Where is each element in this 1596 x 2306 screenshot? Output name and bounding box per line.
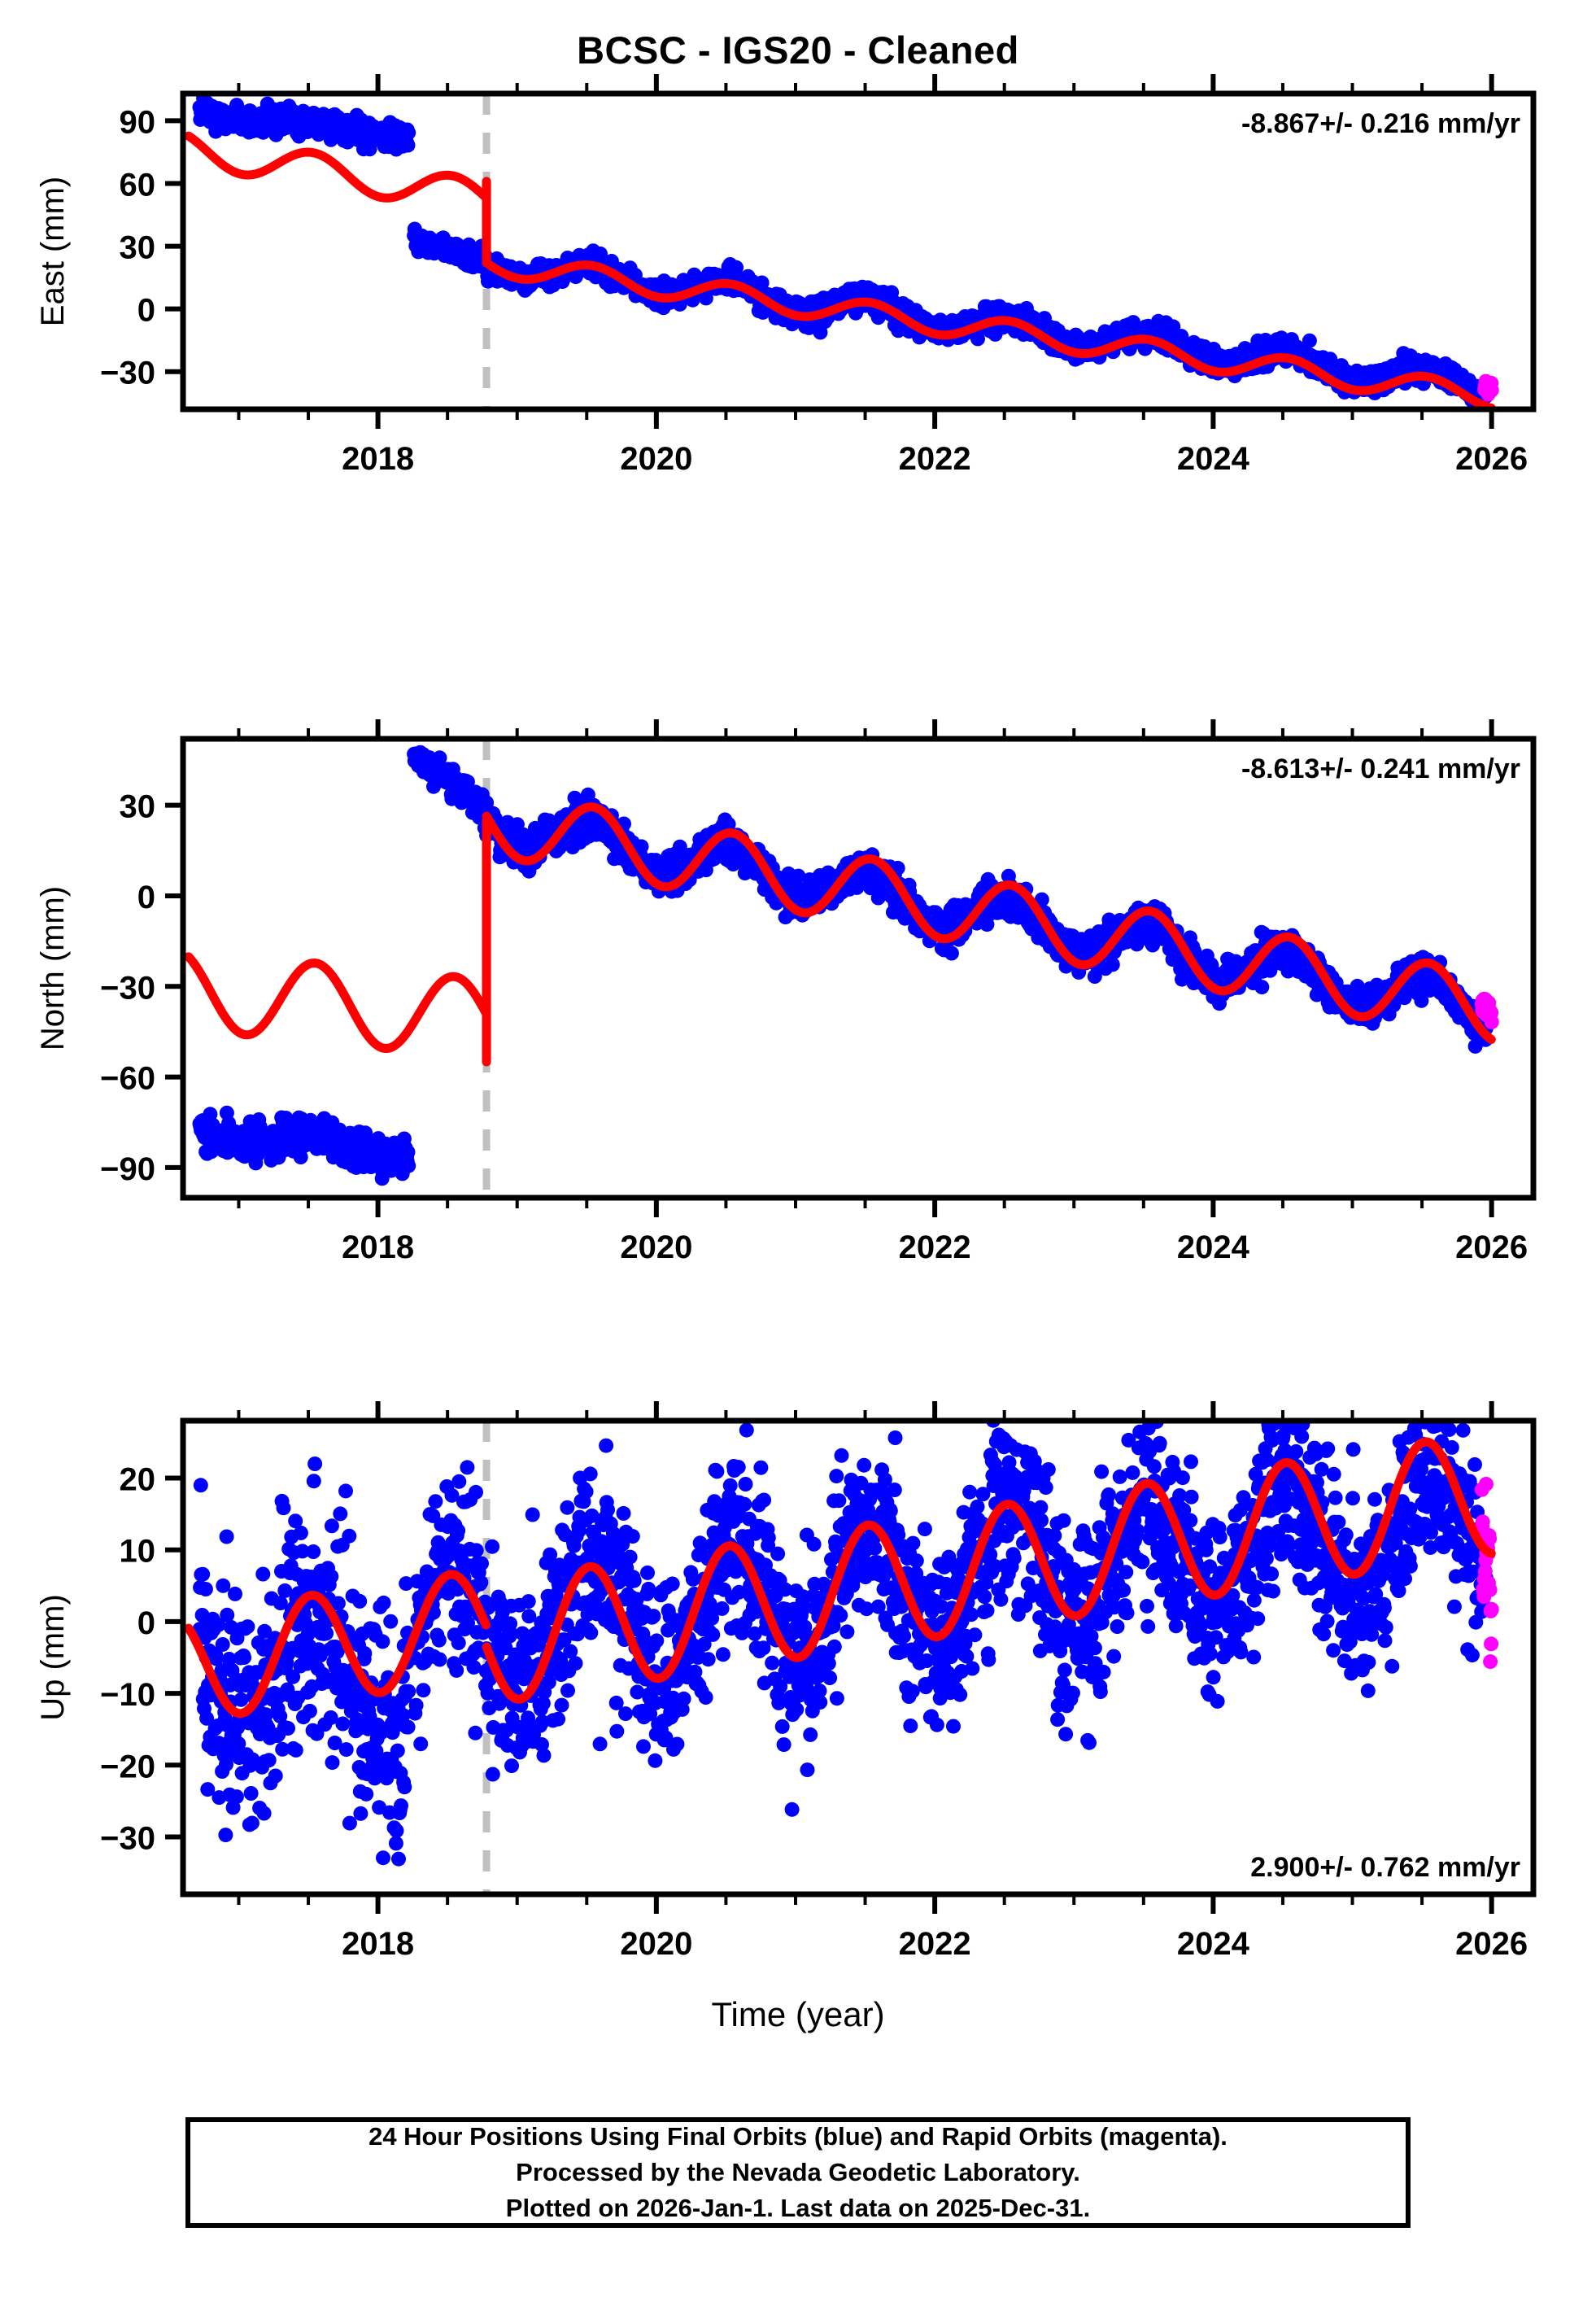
- x-tick-label: 2018: [342, 441, 414, 477]
- page-title: BCSC - IGS20 - Cleaned: [577, 28, 1019, 72]
- x-tick-label: 2024: [1177, 1926, 1250, 1962]
- x-tick-label: 2018: [342, 1926, 414, 1962]
- axis-frame: [180, 90, 1537, 413]
- x-tick-label: 2020: [620, 1229, 692, 1265]
- axis-frame: [180, 1417, 1537, 1898]
- x-tick-label: 2022: [899, 1229, 971, 1265]
- x-tick-label: 2024: [1177, 441, 1250, 477]
- x-tick-label: 2022: [899, 441, 971, 477]
- y-axis-title: Up (mm): [35, 1594, 71, 1721]
- y-tick-label: −60: [100, 1061, 155, 1097]
- model-trajectory-pre-offset: [184, 131, 491, 203]
- rate-annotation: 2.900+/- 0.762 mm/yr: [1250, 1852, 1520, 1883]
- data-series-rapid: [1474, 991, 1499, 1029]
- data-series-rapid: [1477, 373, 1499, 402]
- y-tick-label: 0: [137, 293, 155, 329]
- y-tick-label: −20: [100, 1749, 155, 1784]
- model-trajectory-post-offset: [482, 802, 1496, 1044]
- axis-frame: [180, 736, 1537, 1201]
- model-trajectory-post-offset: [482, 1437, 1496, 1704]
- y-tick-label: −30: [100, 970, 155, 1006]
- model-trajectory-pre-offset: [184, 1570, 491, 1719]
- y-tick-label: 0: [137, 1605, 155, 1641]
- data-series-final: [192, 745, 1494, 1186]
- x-tick-label: 2026: [1455, 1229, 1528, 1265]
- rate-annotation: -8.613+/- 0.241 mm/yr: [1241, 753, 1520, 784]
- rate-annotation: -8.867+/- 0.216 mm/yr: [1241, 108, 1520, 139]
- plot-area-north: [184, 739, 1499, 1198]
- y-axis-title: North (mm): [35, 886, 71, 1050]
- y-tick-label: 30: [120, 789, 156, 825]
- x-tick-label: 2026: [1455, 1926, 1528, 1962]
- y-tick-label: −10: [100, 1677, 155, 1713]
- y-tick-label: 60: [120, 167, 156, 203]
- y-tick-label: 30: [120, 230, 156, 266]
- y-axis-title: East (mm): [35, 177, 71, 326]
- y-tick-label: 90: [120, 104, 156, 140]
- x-tick-label: 2026: [1455, 441, 1528, 477]
- x-tick-label: 2022: [899, 1926, 971, 1962]
- panel-north: 30 0 −30 −60 −90 2018 2020 2022 2024 2026 North (m…: [35, 719, 1537, 1265]
- footer-caption-box: 24 Hour Positions Using Final Orbits (bl…: [185, 2117, 1411, 2228]
- y-tick-label: 0: [137, 880, 155, 915]
- y-tick-label: −90: [100, 1151, 155, 1187]
- footer-line-processor: Processed by the Nevada Geodetic Laborat…: [516, 2158, 1080, 2186]
- model-trajectory-post-offset: [482, 258, 1496, 409]
- footer-line-orbits: 24 Hour Positions Using Final Orbits (bl…: [368, 2121, 1228, 2151]
- x-axis-title: Time (year): [711, 1995, 885, 2033]
- model-trajectory-pre-offset: [184, 952, 491, 1053]
- plot-area-up: [184, 1421, 1499, 1894]
- y-tick-label: 10: [120, 1534, 156, 1570]
- x-tick-label: 2024: [1177, 1229, 1250, 1265]
- y-tick-label: −30: [100, 356, 155, 391]
- x-tick-label: 2020: [620, 441, 692, 477]
- footer-line-dates: Plotted on 2026-Jan-1. Last data on 2025…: [505, 2194, 1091, 2223]
- panel-east: 90 60 30 0 −30 2018 2020 2022 2024 2026 East (mm) -…: [35, 74, 1537, 477]
- data-series-final: [192, 1421, 1494, 1867]
- y-tick-label: 20: [120, 1462, 156, 1498]
- x-tick-label: 2018: [342, 1229, 414, 1265]
- plot-area-east: [184, 94, 1499, 409]
- y-tick-label: −30: [100, 1820, 155, 1856]
- x-tick-label: 2020: [620, 1926, 692, 1962]
- panel-up: 20 10 0 −10 −20 −30 2018 2020 2022 2024 2026 Up (mm…: [35, 1401, 1537, 1962]
